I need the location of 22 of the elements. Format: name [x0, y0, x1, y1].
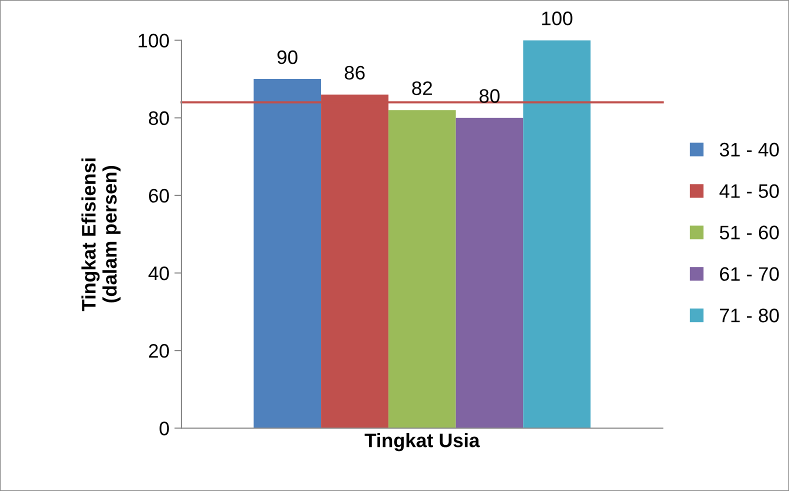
bar — [523, 40, 591, 428]
legend-label: 41 - 50 — [720, 184, 779, 198]
y-tick-label: 20 — [149, 344, 169, 358]
data-label: 86 — [344, 66, 365, 80]
legend-label: 31 - 40 — [720, 142, 779, 157]
bar — [456, 118, 524, 428]
x-axis-title: Tingkat Usia — [364, 433, 480, 452]
y-tick-label: 40 — [148, 266, 169, 280]
y-axis-title: Tingkat Efisiensi (dalam persen) — [81, 158, 121, 312]
y-tick-label: 100 — [138, 34, 169, 48]
data-label: 90 — [277, 50, 298, 64]
data-label: 82 — [412, 81, 432, 96]
legend-label: 51 - 60 — [720, 226, 779, 240]
y-tick-label: 80 — [148, 111, 169, 126]
legend-label: 71 - 80 — [720, 308, 779, 322]
data-label: 80 — [480, 89, 500, 103]
legend-label: 61 - 70 — [720, 267, 779, 281]
data-label: 100 — [542, 12, 572, 26]
bar — [254, 79, 322, 428]
y-tick-label: 60 — [149, 188, 169, 203]
bar — [388, 110, 456, 428]
y-tick-label: 0 — [160, 422, 169, 436]
